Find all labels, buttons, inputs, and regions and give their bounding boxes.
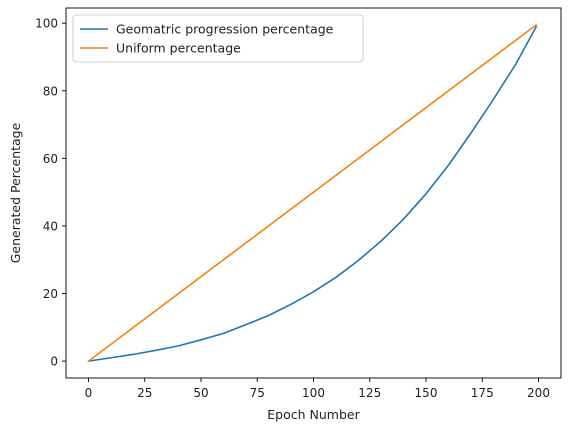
- y-tick-label: 100: [35, 17, 58, 31]
- x-tick-label: 50: [193, 386, 208, 400]
- y-tick-label: 40: [43, 219, 58, 233]
- series-line-0: [87, 25, 538, 362]
- y-tick-label: 60: [43, 152, 58, 166]
- legend-label-uniform: Uniform percentage: [116, 41, 241, 56]
- x-tick-label: 175: [471, 386, 494, 400]
- x-tick-label: 25: [137, 386, 152, 400]
- legend-label-geometric: Geomatric progression percentage: [116, 22, 334, 37]
- legend: Geomatric progression percentage Uniform…: [72, 14, 364, 63]
- x-tick-label: 100: [302, 386, 325, 400]
- series-layer: [87, 24, 538, 362]
- legend-box: [72, 14, 364, 63]
- x-tick-label: 125: [358, 386, 381, 400]
- y-tick-label: 80: [43, 84, 58, 98]
- y-axis: 0 20 40 60 80 100: [35, 17, 66, 369]
- x-tick-label: 150: [415, 386, 438, 400]
- y-tick-label: 20: [43, 287, 58, 301]
- y-axis-label: Generated Percentage: [8, 122, 23, 263]
- x-axis: 0 25 50 75 100 125 150 175 200: [85, 378, 550, 400]
- series-line-1: [87, 24, 538, 362]
- x-tick-label: 200: [527, 386, 550, 400]
- x-axis-label: Epoch Number: [267, 407, 360, 422]
- x-tick-label: 75: [250, 386, 265, 400]
- y-tick-label: 0: [50, 355, 58, 369]
- x-tick-label: 0: [85, 386, 93, 400]
